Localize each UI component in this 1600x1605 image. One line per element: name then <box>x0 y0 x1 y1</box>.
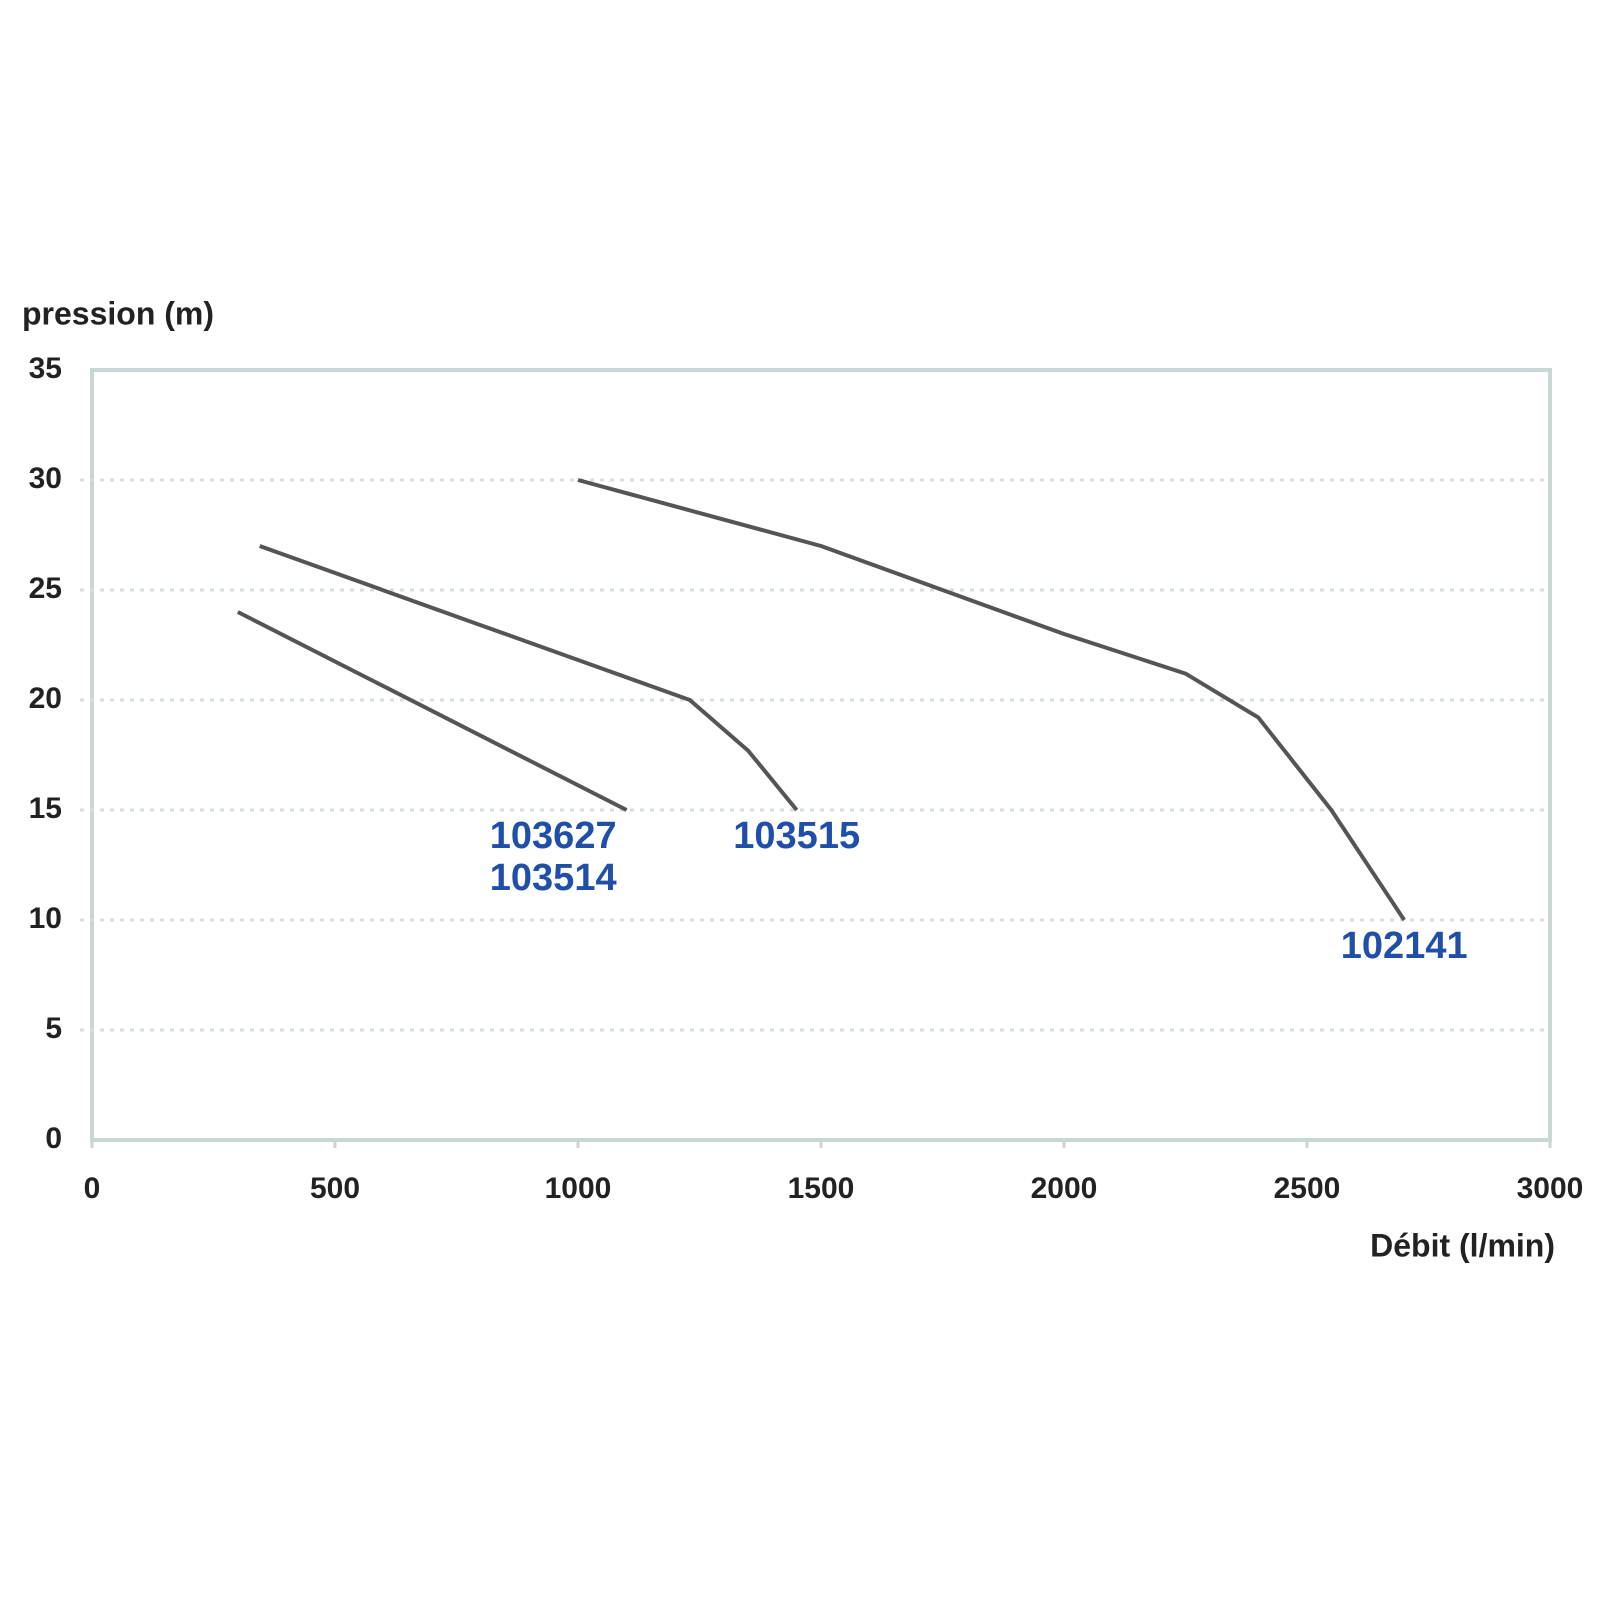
series-label: 103627 <box>490 815 617 857</box>
series-label: 103515 <box>733 815 860 857</box>
series-label: 102141 <box>1341 925 1468 967</box>
series-line <box>577 478 1406 922</box>
y-tick-label: 20 <box>29 682 62 715</box>
y-tick-label: 30 <box>29 462 62 495</box>
y-axis-label: pression (m) <box>22 295 214 331</box>
x-tick-label: 1500 <box>788 1172 855 1205</box>
x-axis-label: Débit (l/min) <box>1370 1227 1555 1263</box>
x-tick-label: 2000 <box>1031 1172 1098 1205</box>
y-tick-label: 10 <box>29 902 62 935</box>
series-line <box>236 610 628 812</box>
y-tick-label: 0 <box>45 1122 62 1155</box>
x-tick-label: 500 <box>310 1172 360 1205</box>
x-tick-label: 2500 <box>1274 1172 1341 1205</box>
plot-frame <box>90 368 1552 1142</box>
x-tick-label: 3000 <box>1517 1172 1584 1205</box>
series-line <box>259 544 799 812</box>
x-tick-label: 0 <box>84 1172 101 1205</box>
y-tick-label: 5 <box>45 1012 62 1045</box>
y-tick-label: 15 <box>29 792 62 825</box>
y-tick-label: 25 <box>29 572 62 605</box>
series-label: 103514 <box>490 857 617 899</box>
x-tick-label: 1000 <box>545 1172 612 1205</box>
y-tick-label: 35 <box>29 352 62 385</box>
